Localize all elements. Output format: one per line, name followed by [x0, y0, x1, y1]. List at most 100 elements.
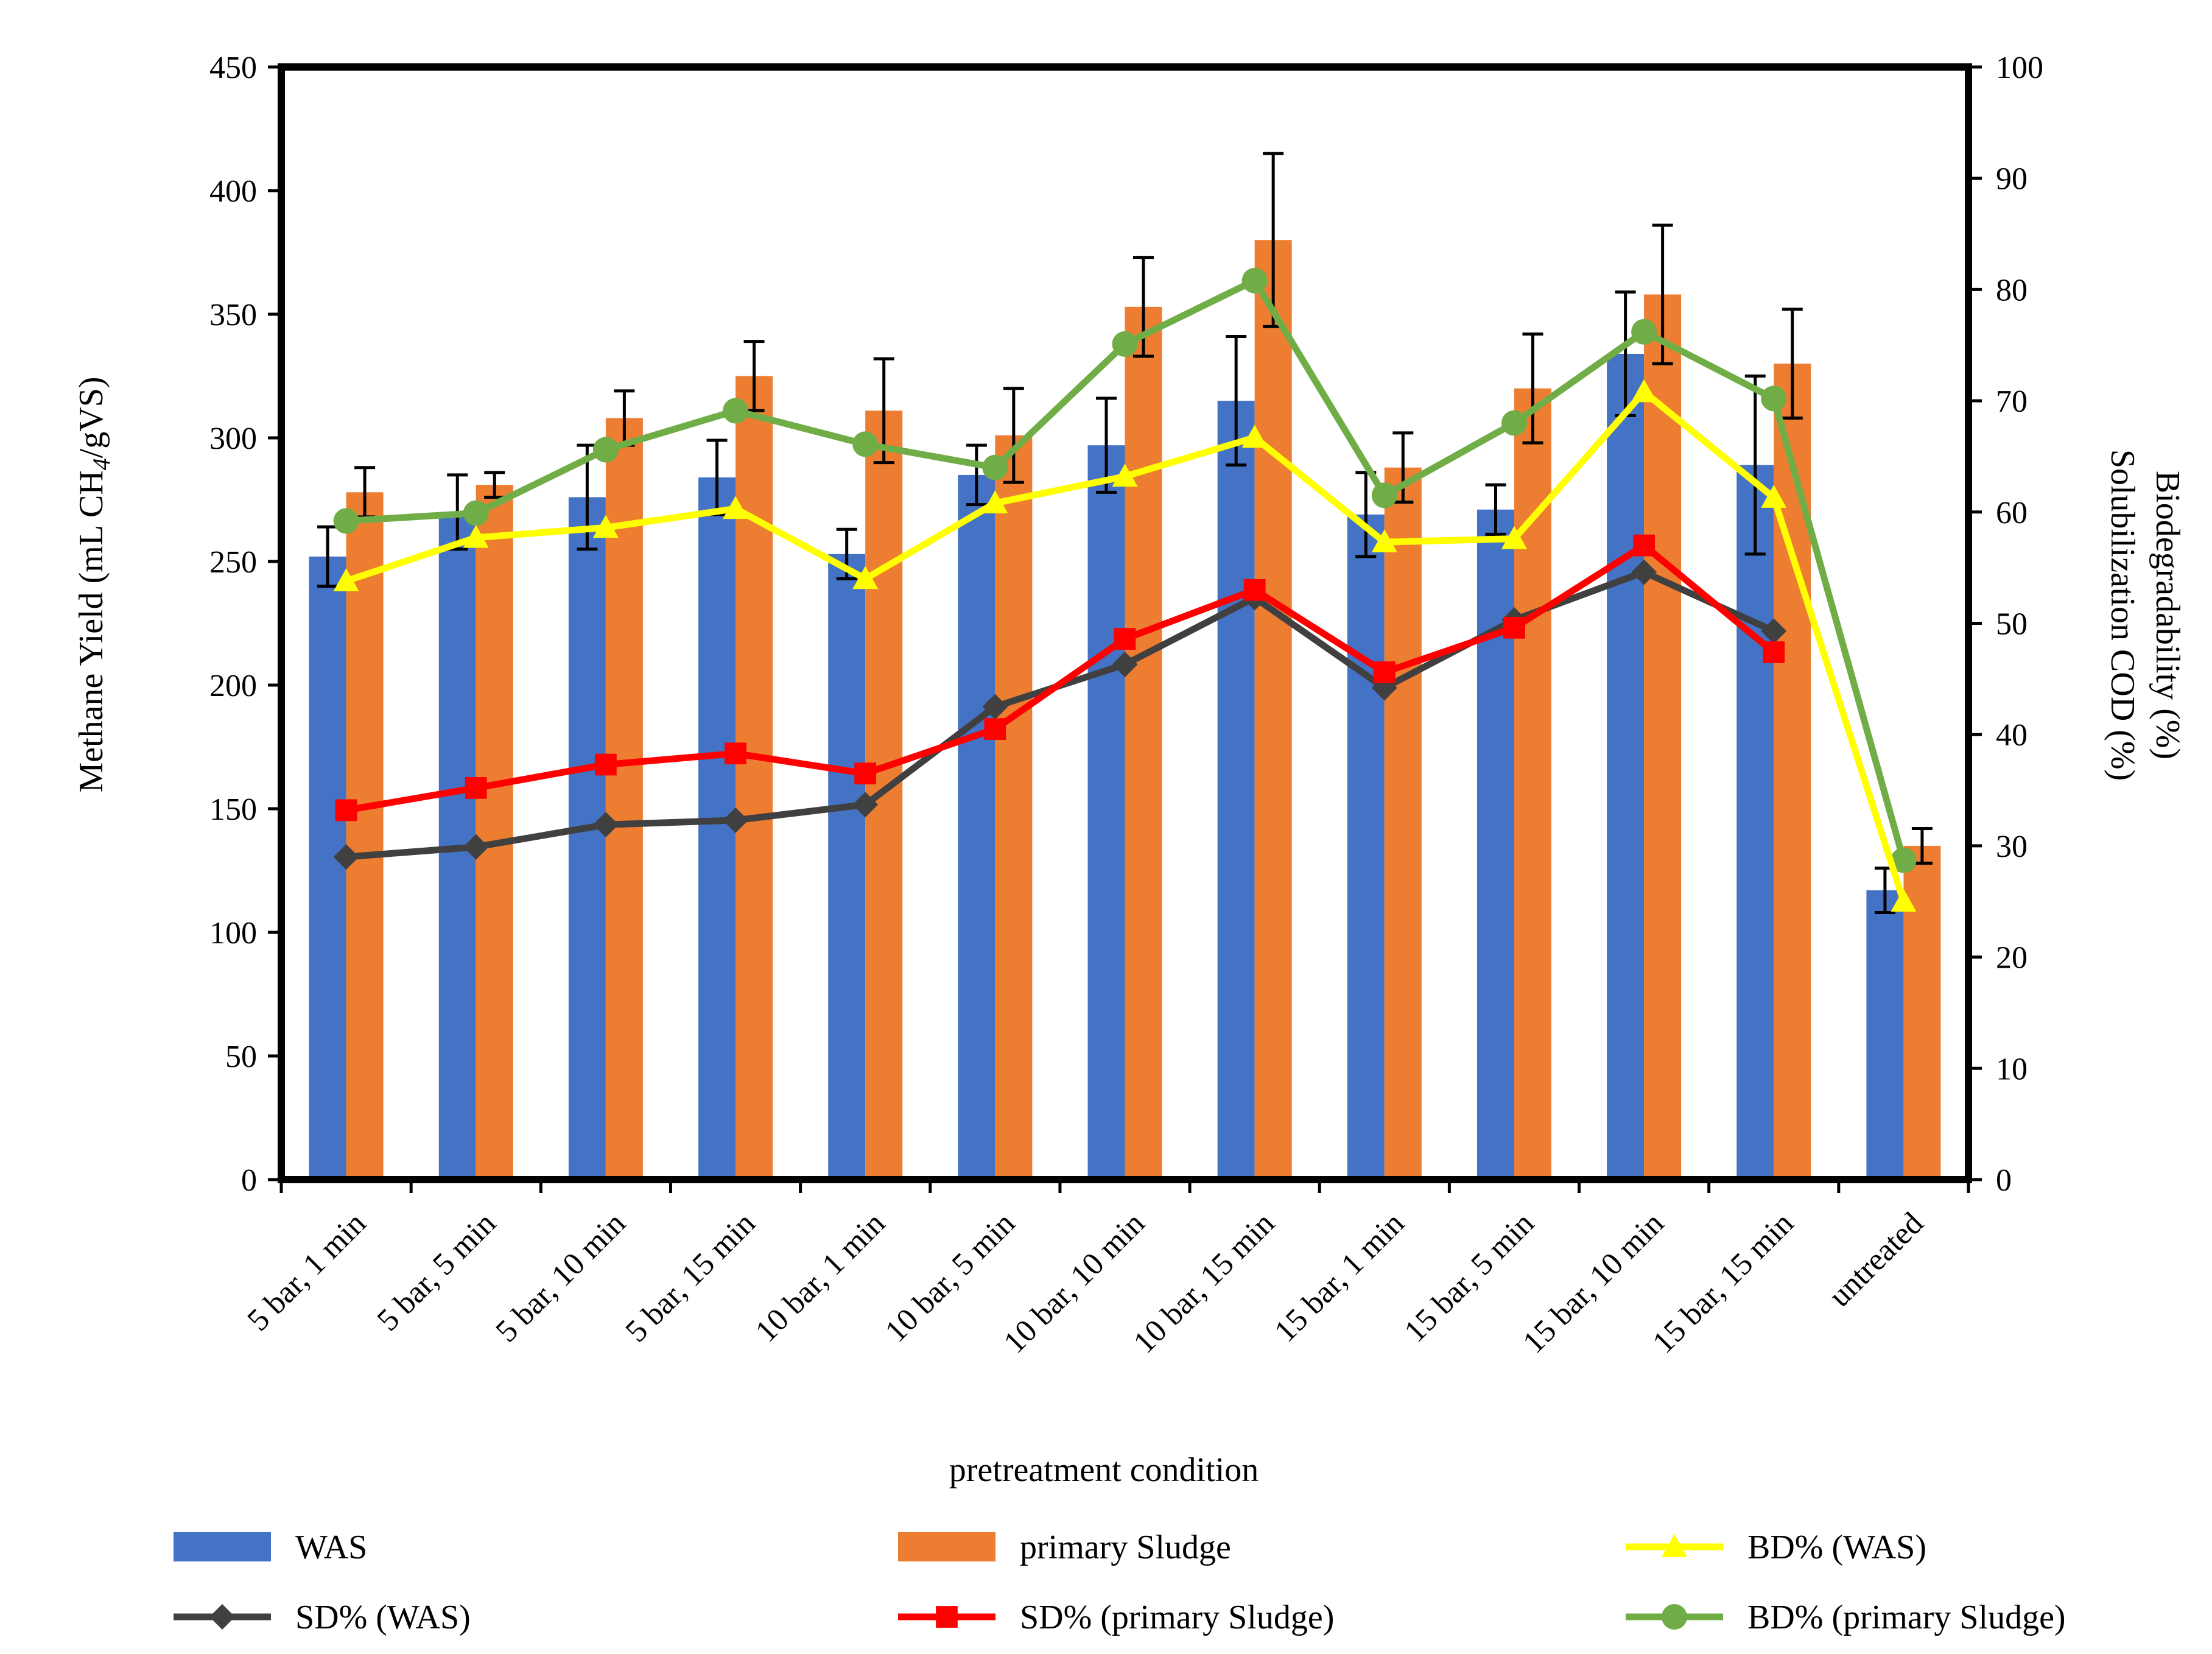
point-bd-was-8 — [1371, 529, 1397, 552]
error-bar-primary-sludge-5 — [1003, 387, 1024, 484]
point-sd-primary-sludge-5 — [984, 718, 1006, 740]
legend-item-sd-primary-sludge: SD% (primary Sludge) — [898, 1599, 1334, 1636]
x-axis-title: pretreatment condition — [949, 1451, 1259, 1489]
error-bar-primary-sludge-8 — [1392, 431, 1414, 504]
x-category-label-12: untreated — [1822, 1206, 1930, 1314]
y-left-tick-label: 250 — [209, 545, 257, 580]
bar-was-12 — [1866, 890, 1904, 1180]
y-right-tick-label: 10 — [1996, 1052, 2028, 1086]
point-bd-primary-sludge-7 — [1241, 267, 1268, 294]
y-right-tick-label: 100 — [1996, 51, 2043, 85]
bar-primary-sludge-11 — [1774, 364, 1811, 1180]
point-bd-primary-sludge-3 — [723, 398, 749, 424]
y-right-tick-label: 50 — [1996, 607, 2028, 642]
point-sd-primary-sludge-3 — [725, 742, 746, 765]
point-bd-primary-sludge-8 — [1371, 482, 1397, 509]
point-bd-was-5 — [982, 490, 1008, 513]
x-category-label-1: 5 bar, 5 min — [371, 1206, 503, 1338]
legend-marker-bd-was — [1662, 1534, 1687, 1557]
y-right-tick-label: 70 — [1996, 384, 2028, 419]
point-sd-primary-sludge-1 — [465, 777, 487, 799]
legend-item-sd-was: SD% (WAS) — [174, 1599, 471, 1636]
point-sd-was-5 — [982, 694, 1008, 720]
legend-marker-bd-primary-sludge — [1662, 1604, 1687, 1630]
point-bd-primary-sludge-1 — [463, 500, 489, 526]
point-sd-primary-sludge-10 — [1633, 534, 1655, 557]
bar-was-2 — [568, 497, 606, 1180]
y-left-tick-label: 200 — [209, 669, 257, 703]
bar-was-4 — [828, 554, 866, 1180]
y-axis-right-title-biodegradability: Biodegradability (%) — [2149, 471, 2186, 759]
x-category-label-11: 15 bar, 15 min — [1646, 1206, 1800, 1360]
legend-label-was: WAS — [295, 1529, 367, 1566]
legend-label-sd-primary-sludge: SD% (primary Sludge) — [1020, 1599, 1334, 1636]
bar-primary-sludge-12 — [1903, 845, 1941, 1180]
y-right-tick-label: 80 — [1996, 273, 2028, 308]
point-bd-was-0 — [333, 568, 359, 591]
legend-item-bd-primary-sludge: BD% (primary Sludge) — [1626, 1599, 2066, 1636]
point-sd-primary-sludge-4 — [854, 762, 877, 784]
point-bd-was-4 — [852, 566, 879, 589]
bar-primary-sludge-6 — [1125, 306, 1162, 1180]
y-right-tick-label: 90 — [1996, 162, 2028, 197]
point-bd-was-3 — [723, 496, 749, 519]
point-bd-was-11 — [1761, 485, 1787, 508]
error-bar-was-6 — [1096, 396, 1117, 494]
legend-label-primary-sludge: primary Sludge — [1020, 1529, 1231, 1566]
bar-was-5 — [958, 474, 995, 1180]
point-bd-primary-sludge-9 — [1501, 410, 1527, 436]
point-bd-was-7 — [1241, 424, 1268, 448]
point-bd-primary-sludge-4 — [852, 431, 879, 457]
y-left-tick-label: 350 — [209, 298, 257, 333]
x-category-label-7: 10 bar, 15 min — [1127, 1206, 1281, 1360]
series-line-sd-was — [346, 568, 1775, 860]
bar-primary-sludge-4 — [865, 410, 903, 1180]
y-left-tick-label: 0 — [241, 1163, 257, 1198]
legend: WAS primary Sludge BD% (WAS) SD% (WAS) SD% (… — [174, 1529, 2066, 1636]
point-sd-was-0 — [333, 844, 359, 870]
point-sd-was-11 — [1761, 618, 1787, 644]
point-sd-primary-sludge-8 — [1373, 661, 1396, 683]
y-axis-left-title-main: Methane Yield (mL CH — [72, 470, 110, 792]
point-bd-was-9 — [1501, 526, 1527, 549]
y-left-tick-label: 300 — [209, 421, 257, 456]
point-bd-primary-sludge-2 — [592, 437, 619, 463]
point-sd-was-6 — [1112, 652, 1138, 678]
error-bar-primary-sludge-6 — [1133, 256, 1154, 358]
bar-was-7 — [1217, 401, 1255, 1180]
y-right-tick-label: 0 — [1996, 1163, 2012, 1198]
bar-primary-sludge-2 — [605, 418, 643, 1180]
bar-primary-sludge-7 — [1254, 240, 1292, 1180]
x-category-label-5: 10 bar, 5 min — [879, 1206, 1022, 1349]
y-right-tick-label: 20 — [1996, 941, 2028, 976]
bar-was-0 — [309, 556, 346, 1180]
legend-marker-sd-primary-sludge — [936, 1606, 958, 1628]
bar-primary-sludge-1 — [476, 485, 513, 1180]
bar-primary-sludge-3 — [736, 376, 773, 1180]
point-bd-was-1 — [463, 524, 489, 548]
error-bar-was-11 — [1744, 375, 1766, 556]
bars-layer — [309, 240, 1941, 1180]
point-bd-was-2 — [592, 515, 619, 538]
point-bd-primary-sludge-10 — [1631, 318, 1657, 345]
x-category-label-9: 15 bar, 5 min — [1398, 1206, 1541, 1349]
legend-item-bd-was: BD% (WAS) — [1626, 1529, 1926, 1566]
y-axis-left-title-tail: /gVS) — [72, 376, 110, 458]
legend-swatch-was — [174, 1532, 271, 1561]
point-sd-primary-sludge-9 — [1503, 616, 1525, 639]
legend-swatch-primary-sludge — [898, 1532, 995, 1561]
point-bd-primary-sludge-5 — [982, 454, 1008, 480]
bar-primary-sludge-8 — [1384, 467, 1422, 1180]
x-category-label-3: 5 bar, 15 min — [619, 1206, 762, 1349]
y-left-tick-label: 400 — [209, 174, 257, 209]
point-bd-primary-sludge-11 — [1761, 385, 1787, 412]
y-axis-left-title: Methane Yield (mL CH4/gVS) — [72, 376, 115, 792]
bar-primary-sludge-10 — [1644, 294, 1682, 1180]
bar-was-11 — [1736, 465, 1774, 1180]
point-bd-was-10 — [1631, 379, 1657, 403]
point-sd-primary-sludge-7 — [1243, 579, 1266, 601]
point-bd-primary-sludge-12 — [1891, 847, 1917, 873]
legend-label-bd-was: BD% (WAS) — [1747, 1529, 1926, 1566]
